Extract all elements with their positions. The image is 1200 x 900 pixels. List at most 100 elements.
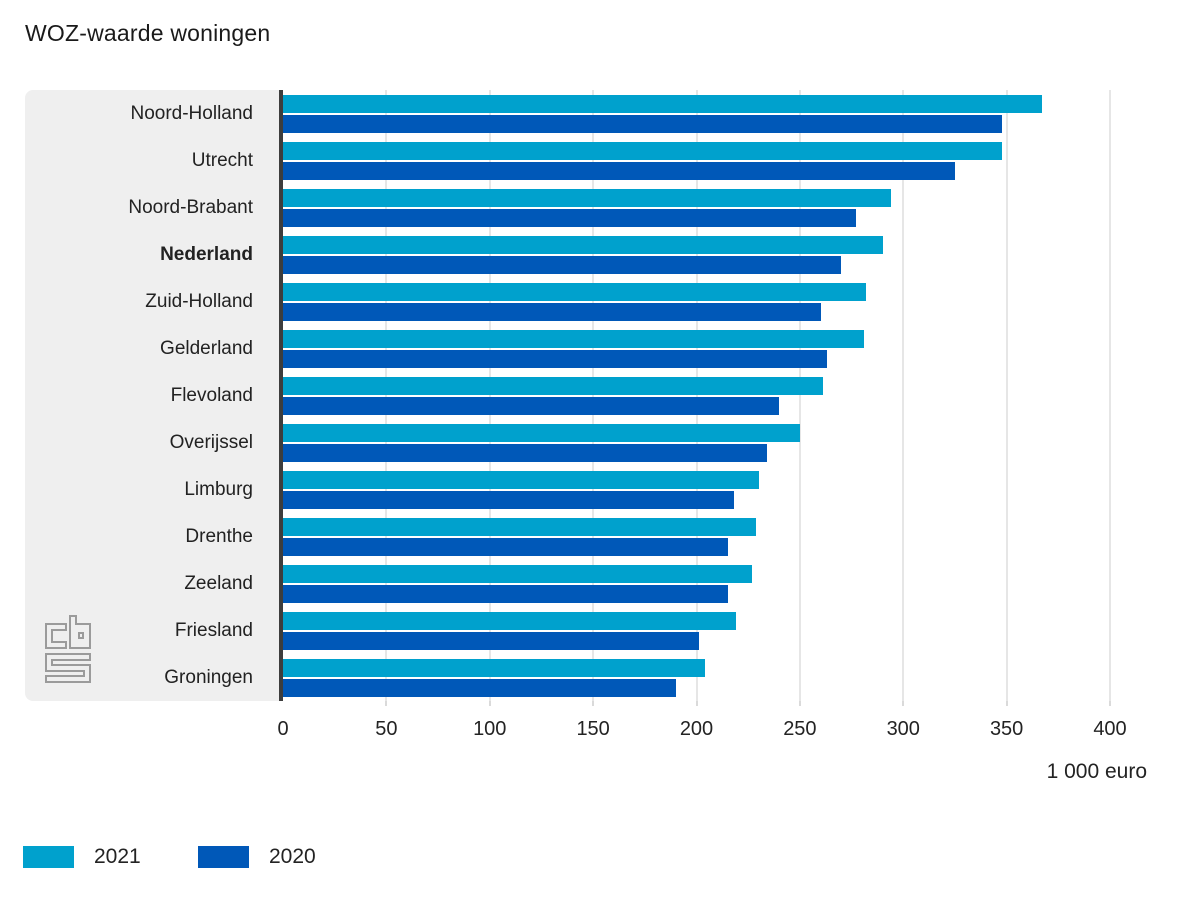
category-label-row-utrecht: Utrecht xyxy=(25,137,253,184)
category-label-row-drenthe: Drenthe xyxy=(25,513,253,560)
tick-mark-300 xyxy=(902,701,904,706)
bar-2020-zuid-holland[interactable] xyxy=(283,302,821,321)
category-label-utrecht: Utrecht xyxy=(191,149,253,171)
bar-2021-zeeland[interactable] xyxy=(283,564,753,583)
tick-label-50: 50 xyxy=(375,718,398,740)
bar-2021-overijssel[interactable] xyxy=(283,423,800,442)
bar-2021-drenthe[interactable] xyxy=(283,517,757,536)
gridline-350 xyxy=(1006,90,1008,701)
bar-2020-utrecht[interactable] xyxy=(283,161,955,180)
bar-group-gelderland xyxy=(283,325,1110,372)
bar-group-noord-holland xyxy=(283,90,1110,137)
bar-group-limburg xyxy=(283,466,1110,513)
gridline-400 xyxy=(1109,90,1111,701)
bar-group-drenthe xyxy=(283,513,1110,560)
category-label-row-nederland: Nederland xyxy=(25,231,253,278)
bar-2020-nederland[interactable] xyxy=(283,255,842,274)
bar-2020-friesland[interactable] xyxy=(283,631,699,650)
gridline-50 xyxy=(385,90,387,701)
category-label-row-gelderland: Gelderland xyxy=(25,325,253,372)
y-axis-line xyxy=(279,90,283,701)
tick-mark-100 xyxy=(489,701,491,706)
tick-label-250: 250 xyxy=(783,718,817,740)
bar-group-friesland xyxy=(283,607,1110,654)
bar-2021-gelderland[interactable] xyxy=(283,329,864,348)
bar-2021-flevoland[interactable] xyxy=(283,376,823,395)
bar-rows xyxy=(283,90,1110,701)
bar-group-zeeland xyxy=(283,560,1110,607)
bar-2021-nederland[interactable] xyxy=(283,235,883,254)
gridline-150 xyxy=(592,90,594,701)
bar-2021-limburg[interactable] xyxy=(283,470,759,489)
category-label-flevoland: Flevoland xyxy=(170,384,253,406)
category-label-noord-holland: Noord-Holland xyxy=(130,102,253,124)
tick-label-150: 150 xyxy=(576,718,610,740)
bar-2020-noord-holland[interactable] xyxy=(283,114,1003,133)
category-label-noord-brabant: Noord-Brabant xyxy=(128,196,253,218)
category-label-row-zuid-holland: Zuid-Holland xyxy=(25,278,253,325)
bar-2021-zuid-holland[interactable] xyxy=(283,282,867,301)
category-label-row-noord-holland: Noord-Holland xyxy=(25,90,253,137)
category-label-groningen: Groningen xyxy=(164,666,253,688)
tick-mark-400 xyxy=(1109,701,1111,706)
category-label-row-friesland: Friesland xyxy=(25,607,253,654)
category-label-row-groningen: Groningen xyxy=(25,654,253,701)
bar-2020-drenthe[interactable] xyxy=(283,537,728,556)
tick-mark-50 xyxy=(385,701,387,706)
category-label-row-overijssel: Overijssel xyxy=(25,419,253,466)
category-label-row-zeeland: Zeeland xyxy=(25,560,253,607)
legend-item-2020[interactable]: 2020 xyxy=(198,846,316,868)
bar-2020-gelderland[interactable] xyxy=(283,349,827,368)
bar-group-flevoland xyxy=(283,372,1110,419)
gridline-200 xyxy=(696,90,697,701)
category-label-overijssel: Overijssel xyxy=(169,431,253,453)
bar-2020-limburg[interactable] xyxy=(283,490,734,509)
category-label-zuid-holland: Zuid-Holland xyxy=(145,290,253,312)
category-label-gelderland: Gelderland xyxy=(160,337,253,359)
bar-2020-noord-brabant[interactable] xyxy=(283,208,856,227)
gridline-250 xyxy=(799,90,801,701)
category-label-nederland: Nederland xyxy=(160,243,253,265)
legend-item-2021[interactable]: 2021 xyxy=(23,846,141,868)
bar-2020-groningen[interactable] xyxy=(283,678,676,697)
tick-mark-150 xyxy=(592,701,594,706)
bar-2021-utrecht[interactable] xyxy=(283,141,1003,160)
gridline-300 xyxy=(902,90,904,701)
bar-2020-overijssel[interactable] xyxy=(283,443,767,462)
bar-group-zuid-holland xyxy=(283,278,1110,325)
bar-2020-zeeland[interactable] xyxy=(283,584,728,603)
category-label-friesland: Friesland xyxy=(174,619,253,641)
category-label-zeeland: Zeeland xyxy=(184,572,253,594)
category-label-row-noord-brabant: Noord-Brabant xyxy=(25,184,253,231)
bar-group-nederland xyxy=(283,231,1110,278)
tick-mark-200 xyxy=(696,701,697,706)
bar-group-overijssel xyxy=(283,419,1110,466)
gridline-100 xyxy=(489,90,491,701)
bar-2021-groningen[interactable] xyxy=(283,658,705,677)
plot-area xyxy=(283,90,1111,701)
x-axis-tick-marks xyxy=(283,701,1111,707)
cbs-logo-icon xyxy=(45,615,91,683)
category-label-row-flevoland: Flevoland xyxy=(25,372,253,419)
bar-group-noord-brabant xyxy=(283,184,1110,231)
bar-2021-noord-holland[interactable] xyxy=(283,94,1042,113)
chart-title: WOZ-waarde woningen xyxy=(25,20,271,46)
bar-group-groningen xyxy=(283,654,1110,701)
tick-label-0: 0 xyxy=(277,718,289,740)
bar-2021-noord-brabant[interactable] xyxy=(283,188,891,207)
category-panel xyxy=(25,90,281,701)
legend-swatch-2020 xyxy=(198,846,249,868)
x-axis-tick-labels: 0 50 100 150 200 250 300 350 400 xyxy=(277,717,1126,741)
tick-label-350: 350 xyxy=(989,718,1024,740)
tick-mark-250 xyxy=(799,701,801,706)
x-axis-unit-label: 1 000 euro xyxy=(1046,760,1147,783)
category-label-drenthe: Drenthe xyxy=(185,525,253,547)
category-label-row-limburg: Limburg xyxy=(25,466,253,513)
bar-2020-flevoland[interactable] xyxy=(283,396,780,415)
category-label-limburg: Limburg xyxy=(184,478,253,500)
legend-swatch-2021 xyxy=(23,846,74,868)
tick-label-100: 100 xyxy=(473,718,507,740)
bar-group-utrecht xyxy=(283,137,1110,184)
bar-2021-friesland[interactable] xyxy=(283,611,736,630)
